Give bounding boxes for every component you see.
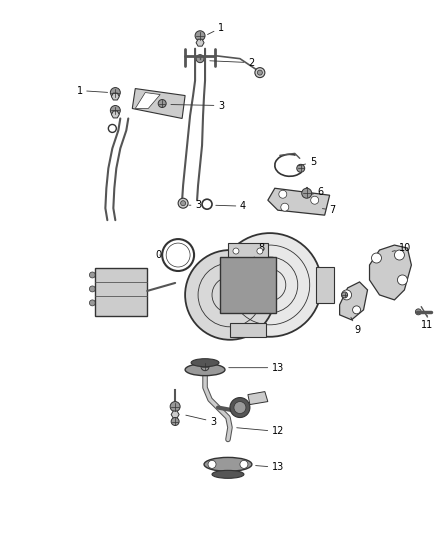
Polygon shape [196, 39, 204, 46]
Circle shape [371, 253, 381, 263]
Text: 9: 9 [351, 317, 361, 335]
Ellipse shape [212, 470, 244, 478]
Text: 11: 11 [421, 316, 434, 330]
Circle shape [415, 309, 421, 315]
Polygon shape [198, 257, 220, 313]
Circle shape [342, 292, 348, 298]
Circle shape [302, 188, 312, 198]
Text: 2: 2 [210, 58, 254, 68]
Text: 6: 6 [312, 187, 324, 197]
Bar [95, 268, 147, 316]
Circle shape [395, 250, 404, 260]
Text: 12: 12 [237, 426, 284, 437]
Circle shape [281, 203, 289, 211]
Text: 1: 1 [77, 86, 108, 95]
Circle shape [230, 398, 250, 417]
Circle shape [255, 68, 265, 78]
Circle shape [195, 31, 205, 41]
Polygon shape [111, 111, 119, 118]
Polygon shape [248, 392, 268, 405]
Polygon shape [268, 188, 330, 215]
Text: 4: 4 [216, 201, 246, 211]
Ellipse shape [191, 359, 219, 367]
Circle shape [311, 196, 319, 204]
Text: 13: 13 [229, 362, 284, 373]
Circle shape [208, 461, 216, 469]
Polygon shape [339, 282, 367, 320]
Circle shape [196, 55, 204, 63]
Bar [316, 267, 334, 303]
Circle shape [201, 362, 209, 370]
Text: 13: 13 [256, 462, 284, 472]
Circle shape [89, 272, 95, 278]
Text: 1: 1 [208, 23, 224, 35]
Circle shape [185, 250, 275, 340]
Circle shape [110, 87, 120, 98]
Circle shape [257, 248, 263, 254]
Circle shape [258, 70, 262, 75]
Text: 8: 8 [254, 243, 264, 258]
Text: 5: 5 [298, 157, 316, 167]
Circle shape [240, 461, 248, 469]
Circle shape [110, 106, 120, 116]
Circle shape [178, 198, 188, 208]
Bar [228, 243, 268, 259]
Circle shape [89, 286, 95, 292]
Text: 3: 3 [189, 200, 201, 210]
Circle shape [171, 417, 179, 425]
Circle shape [353, 306, 360, 314]
Text: 7: 7 [322, 205, 336, 215]
Circle shape [218, 233, 321, 337]
Circle shape [397, 275, 407, 285]
Bar [220, 257, 276, 313]
Circle shape [342, 290, 352, 300]
Circle shape [89, 300, 95, 306]
Polygon shape [171, 411, 179, 418]
Bar [230, 323, 266, 337]
Text: 10: 10 [392, 243, 412, 253]
Text: 3: 3 [171, 101, 224, 110]
Polygon shape [132, 88, 185, 118]
Circle shape [170, 401, 180, 411]
Circle shape [180, 201, 186, 206]
Circle shape [297, 164, 305, 172]
Circle shape [158, 100, 166, 108]
Ellipse shape [204, 457, 252, 471]
Text: 0: 0 [155, 250, 161, 260]
Circle shape [234, 401, 246, 414]
Circle shape [279, 190, 287, 198]
Polygon shape [370, 245, 411, 300]
Polygon shape [135, 93, 160, 109]
Circle shape [233, 248, 239, 254]
Polygon shape [111, 93, 119, 100]
Ellipse shape [185, 364, 225, 376]
Text: 3: 3 [186, 415, 216, 426]
